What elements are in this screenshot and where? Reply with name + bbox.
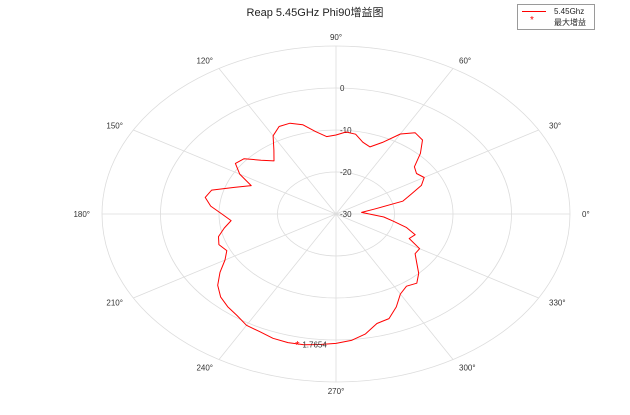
angle-tick-label: 300°: [459, 363, 476, 372]
radial-tick-label: -30: [340, 210, 352, 219]
angle-tick-label: 60°: [459, 57, 471, 66]
radial-tick-label: -20: [340, 168, 352, 177]
grid-spoke: [335, 213, 454, 360]
chart-title: Reap 5.45GHz Phi90增益图: [246, 7, 384, 19]
angle-tick-label: 90°: [330, 33, 342, 42]
angle-tick-label: 330°: [549, 299, 566, 308]
grid-spoke: [335, 68, 454, 215]
grid-spoke: [218, 213, 337, 360]
legend: 5.45Ghz * 最大增益: [517, 4, 595, 30]
angle-tick-label: 0°: [582, 210, 590, 219]
angle-tick-label: 120°: [196, 57, 213, 66]
grid-spoke: [133, 129, 337, 215]
grid-spoke: [218, 68, 337, 215]
polar-grid: [101, 45, 571, 383]
angle-tick-label: 270°: [328, 387, 345, 396]
legend-item-max-gain: * 最大增益: [518, 15, 594, 28]
grid-spoke: [335, 213, 539, 299]
grid-spoke: [133, 213, 337, 299]
max-gain-label: 1.7654: [302, 340, 327, 349]
grid-spoke: [335, 129, 539, 215]
angle-tick-label: 150°: [106, 122, 123, 131]
angle-tick-label: 210°: [106, 299, 123, 308]
legend-label: 最大增益: [554, 18, 586, 27]
radial-tick-labels: -30 -20 -10 0: [340, 84, 352, 219]
series-layer: * 1.7654: [204, 122, 425, 351]
angle-tick-labels: 0° 30° 60° 90° 120° 150° 180° 210° 240° 270° 300° 3…: [73, 33, 589, 396]
angle-tick-label: 240°: [196, 363, 213, 372]
legend-label: 5.45Ghz: [554, 7, 585, 16]
gain-pattern-line: [204, 122, 425, 346]
radial-tick-label: -10: [340, 126, 352, 135]
legend-item-series: 5.45Ghz: [518, 6, 594, 17]
angle-tick-label: 180°: [73, 210, 90, 219]
max-gain-marker: *: [295, 339, 300, 351]
star-marker-icon: *: [530, 15, 534, 26]
angle-tick-label: 30°: [549, 122, 561, 131]
radial-tick-label: 0: [340, 84, 345, 93]
line-swatch-icon: [522, 11, 546, 12]
